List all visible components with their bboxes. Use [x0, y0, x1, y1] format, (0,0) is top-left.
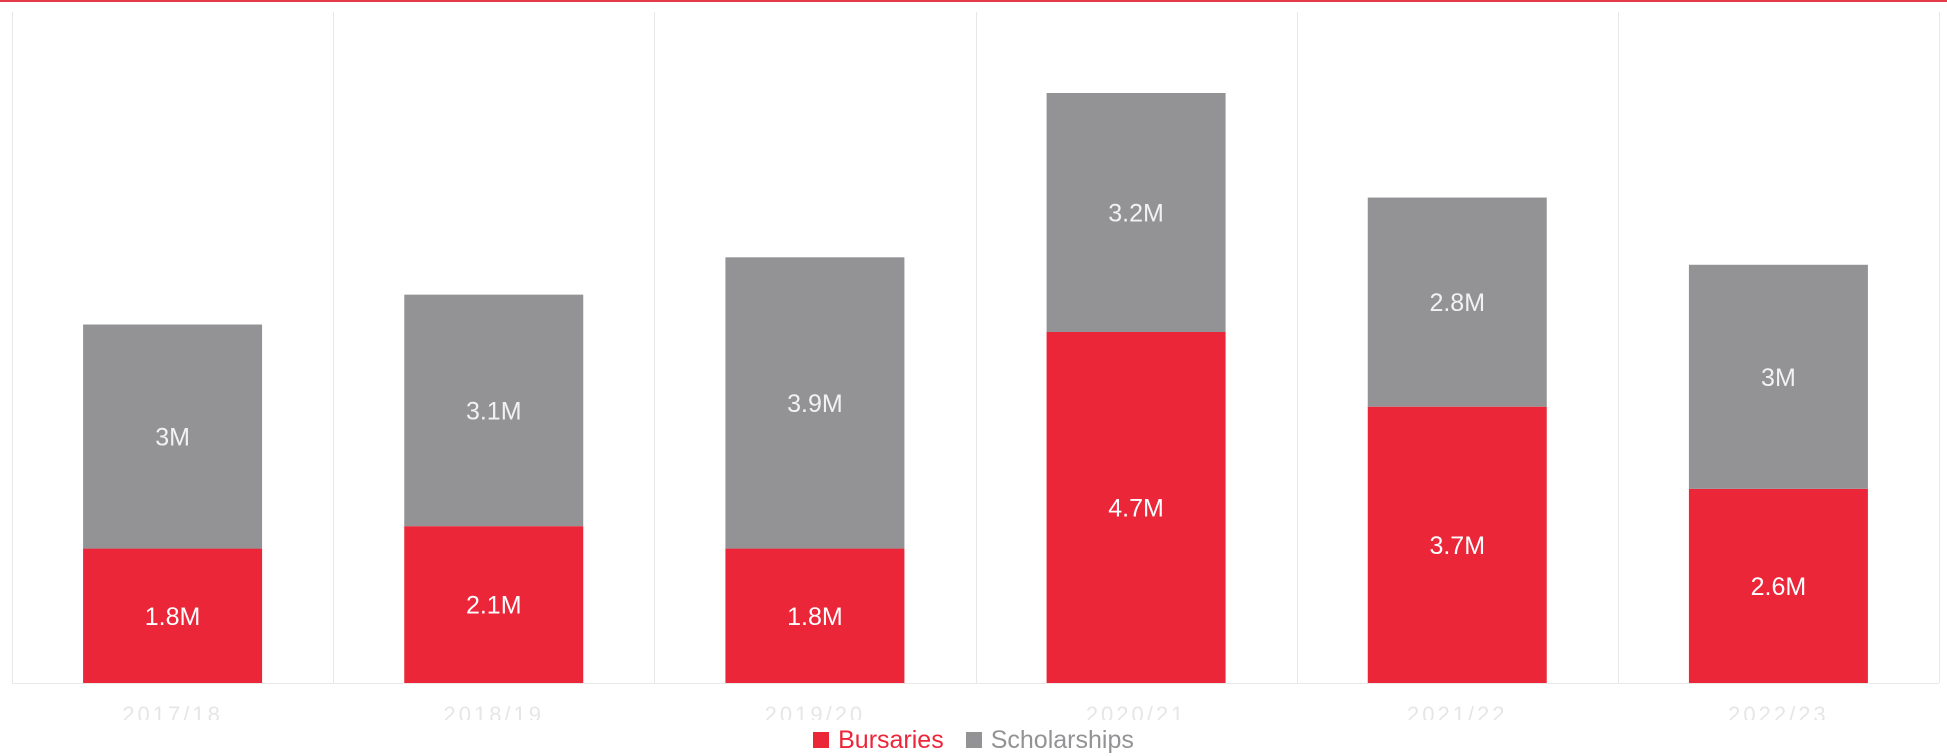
- data-label-bursaries-3: 4.7M: [1108, 494, 1164, 522]
- legend: Bursaries Scholarships: [0, 725, 1947, 755]
- bar-bursaries-0: [83, 548, 263, 683]
- data-label-scholarships-0: 3M: [155, 424, 190, 452]
- bar-scholarships-0: [83, 324, 263, 549]
- legend-item-bursaries[interactable]: Bursaries: [813, 726, 944, 755]
- legend-swatch-scholarships: [965, 732, 982, 748]
- bar-scholarships-4: [1367, 197, 1547, 407]
- bar-bursaries-3: [1046, 331, 1226, 683]
- top-accent-rule: [0, 0, 1947, 2]
- data-label-bursaries-5: 2.6M: [1751, 573, 1807, 601]
- data-label-scholarships-5: 3M: [1761, 364, 1796, 392]
- data-label-scholarships-1: 3.1M: [466, 397, 522, 425]
- bar-bursaries-5: [1688, 488, 1868, 683]
- bar-scholarships-3: [1046, 93, 1226, 332]
- data-label-bursaries-4: 3.7M: [1429, 532, 1485, 560]
- data-label-bursaries-0: 1.8M: [145, 603, 201, 631]
- bar-scholarships-5: [1688, 264, 1868, 489]
- bar-scholarships-1: [404, 294, 584, 527]
- data-label-bursaries-1: 2.1M: [466, 592, 522, 620]
- data-label-scholarships-3: 3.2M: [1108, 199, 1164, 227]
- x-tick-label-4: 2021/22: [1407, 702, 1508, 720]
- bar-scholarships-2: [725, 257, 905, 549]
- bar-bursaries-4: [1367, 406, 1547, 683]
- bar-bursaries-1: [404, 526, 584, 683]
- bar-bursaries-2: [725, 548, 905, 683]
- x-tick-label-0: 2017/18: [122, 702, 223, 720]
- x-tick-label-1: 2018/19: [443, 702, 544, 720]
- data-label-bursaries-2: 1.8M: [787, 603, 843, 631]
- data-label-scholarships-2: 3.9M: [787, 390, 843, 418]
- legend-item-scholarships[interactable]: Scholarships: [965, 725, 1134, 755]
- legend-label-bursaries: Bursaries: [838, 725, 944, 754]
- x-tick-label-2: 2019/20: [765, 702, 866, 720]
- data-label-scholarships-4: 2.8M: [1429, 289, 1485, 317]
- legend-label-scholarships: Scholarships: [990, 725, 1134, 754]
- stacked-bar-chart: 1.8M 3M 2017/18 2.1M 3.1M 2018/19 1.8M 3.9M 2019…: [12, 12, 1940, 720]
- legend-swatch-bursaries: [813, 732, 830, 748]
- x-tick-label-3: 2020/21: [1086, 702, 1187, 720]
- x-tick-label-5: 2022/23: [1728, 702, 1829, 720]
